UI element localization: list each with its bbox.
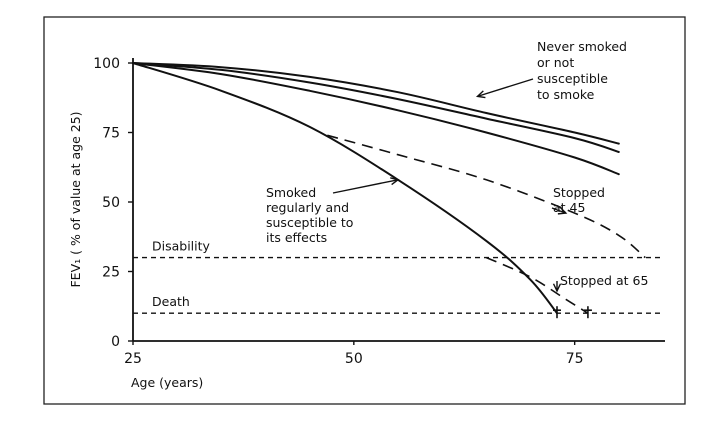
- annotation-arrowhead: [475, 90, 486, 99]
- annotation-stopped65: Stopped at 65: [560, 273, 648, 288]
- series-line: [132, 62, 620, 145]
- annotation-arrowhead: [390, 177, 400, 186]
- x-tick-label: 75: [566, 351, 584, 367]
- annotation-arrow: [332, 177, 400, 194]
- annotation-text-line: Stopped: [553, 185, 605, 200]
- y-tick-label: 25: [102, 265, 120, 281]
- cross-marker: [583, 306, 592, 319]
- series-line: [485, 256, 589, 314]
- series-line: [132, 62, 620, 176]
- annotation-arrow-line: [551, 207, 567, 214]
- series-line: [327, 134, 646, 259]
- series-line: [132, 62, 558, 315]
- annotation-text-line: regularly and: [266, 200, 349, 215]
- annotation-arrow: [551, 206, 568, 215]
- annotation-text-line: at 45: [553, 200, 585, 215]
- annotation-arrowhead: [557, 206, 568, 215]
- annotation-arrowhead: [552, 283, 562, 293]
- cross-marker: [553, 306, 561, 319]
- y-tick-label: 100: [93, 56, 120, 72]
- annotation-arrow: [552, 281, 562, 293]
- annotation-text-line: to smoke: [537, 87, 595, 102]
- annotation-text-line: or not: [537, 55, 574, 70]
- annotation-text-line: its effects: [266, 230, 327, 245]
- figure-frame: [43, 16, 686, 405]
- y-axis-label: FEV₁ ( % of value at age 25): [68, 111, 83, 287]
- annotation-arrow: [475, 78, 534, 99]
- y-tick-label: 0: [111, 334, 120, 350]
- series-line: [132, 62, 620, 153]
- annotation-text-line: susceptible: [537, 71, 608, 86]
- threshold-label: Disability: [152, 239, 211, 254]
- annotation-arrow-line: [332, 179, 399, 194]
- x-tick-label: 25: [124, 351, 142, 367]
- y-tick-label: 75: [102, 126, 120, 142]
- annotation-arrow-line: [477, 78, 534, 98]
- annotation-text-line: Stopped at 65: [560, 273, 648, 288]
- annotation-text-line: Never smoked: [537, 39, 627, 54]
- threshold-label: Death: [152, 294, 190, 309]
- annotation-text-line: susceptible to: [266, 215, 353, 230]
- x-tick-label: 50: [345, 351, 363, 367]
- annotation-text-line: Smoked: [266, 185, 316, 200]
- x-axis-label: Age (years): [131, 375, 203, 390]
- y-tick-label: 50: [102, 195, 120, 211]
